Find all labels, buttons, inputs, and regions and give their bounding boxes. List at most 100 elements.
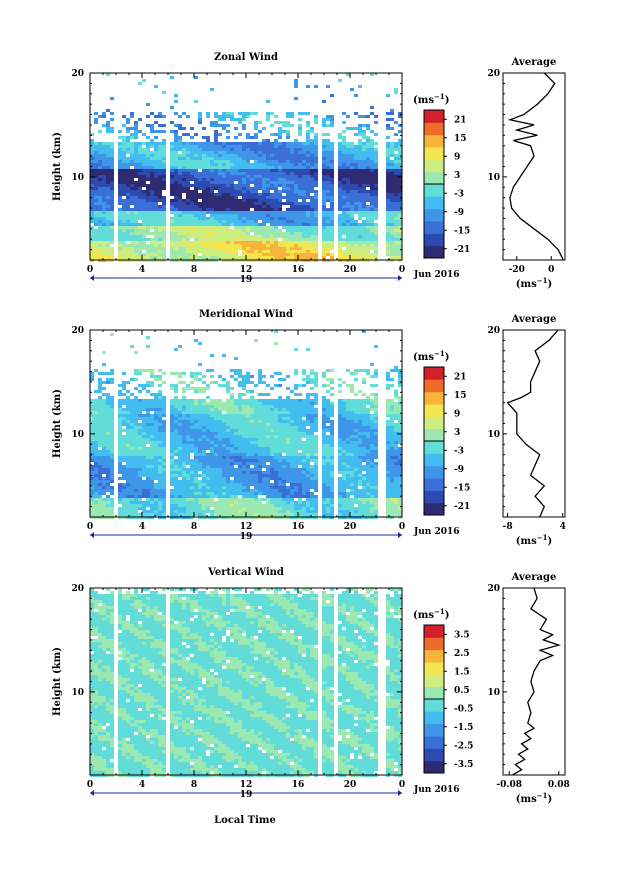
colorbar-segment [424, 637, 444, 651]
colorbar-segment [424, 699, 444, 712]
colorbar-tick-label: -9 [454, 465, 464, 475]
colorbar-unit: (ms−1) [413, 92, 449, 106]
colorbar-tick-label: 9 [454, 152, 460, 162]
x-tick-label: 16 [292, 265, 305, 275]
colorbar-segment [424, 441, 444, 454]
y-tick-label: 20 [71, 326, 84, 336]
colorbar-segment [424, 711, 444, 725]
profile-frame [502, 72, 566, 261]
colorbar-segment [424, 147, 444, 160]
colorbar-tick-label: 21 [454, 115, 467, 125]
average-profile: Average 20 10 -8 4 (ms−1) [487, 314, 565, 547]
day-label: 19 [240, 532, 253, 542]
y-tick-label: 20 [71, 69, 84, 79]
colorbar-segment [424, 391, 444, 405]
panel-meridional-wind: Meridional Wind 0 4 8 12 16 20 0 20 10 Height (km)… [52, 309, 566, 547]
colorbar-unit: (ms−1) [413, 607, 449, 621]
x-tick-label: 20 [344, 522, 357, 532]
profile-x-tick-label: -20 [509, 265, 525, 275]
x-tick-label: 0 [399, 522, 405, 532]
day-axis-arrow [90, 532, 94, 538]
colorbar-unit: (ms−1) [413, 349, 449, 363]
x-axis-title: Local Time [214, 815, 276, 826]
colorbar-tick-label: -21 [454, 245, 470, 255]
colorbar-segment [424, 748, 444, 762]
colorbar-segment [424, 465, 444, 479]
y-axis-label: Height (km) [52, 389, 63, 458]
day-axis-arrow [90, 790, 94, 796]
colorbar: 3.5 2.5 1.5 0.5 -0.5 -1.5 -2.5 -3.5 [423, 624, 473, 774]
colorbar: 21 15 9 3 -3 -9 -15 -21 [423, 109, 470, 259]
colorbar-tick-label: 21 [454, 372, 467, 382]
y-axis-label: Height (km) [52, 647, 63, 716]
x-tick-label: 4 [139, 265, 145, 275]
colorbar-segment [424, 502, 444, 516]
profile-y-tick-label: 20 [487, 69, 500, 79]
colorbar-segment [424, 723, 444, 737]
profile-title: Average [511, 57, 557, 68]
day-label: 19 [240, 790, 253, 800]
panel-title: Vertical Wind [207, 567, 284, 578]
colorbar-tick-label: 9 [454, 409, 460, 419]
colorbar-segment [424, 159, 444, 173]
day-axis-arrow [398, 532, 402, 538]
y-tick-label: 10 [71, 430, 84, 440]
colorbar-segment [424, 490, 444, 504]
x-tick-label: 4 [139, 522, 145, 532]
day-axis-arrow [90, 275, 94, 281]
date-label: Jun 2016 [413, 785, 460, 795]
profile-unit: (ms−1) [516, 276, 552, 290]
x-tick-label: 4 [139, 780, 145, 790]
profile-x-tick-label: 4 [560, 522, 566, 532]
colorbar-segment [424, 428, 444, 442]
x-tick-label: 20 [344, 265, 357, 275]
colorbar-segment [424, 736, 444, 749]
average-profile: Average 20 10 -20 0(ms−1) [487, 57, 566, 290]
x-tick-label: 0 [87, 780, 93, 790]
colorbar-segment [424, 134, 444, 148]
x-tick-label: 0 [87, 265, 93, 275]
profile-x-tick-label: 0 [548, 265, 554, 275]
profile-x-tick-label: 0.08 [548, 780, 570, 790]
colorbar-tick-label: -3 [454, 189, 464, 199]
profile-line [511, 587, 562, 776]
profile-title: Average [511, 314, 557, 325]
colorbar-segment [424, 367, 444, 380]
x-tick-label: 16 [292, 780, 305, 790]
x-tick-label: 12 [240, 265, 253, 275]
colorbar-segment [424, 221, 444, 234]
profile-y-tick-label: 20 [487, 326, 500, 336]
colorbar-segment [424, 478, 444, 491]
colorbar-tick-label: -9 [454, 208, 464, 218]
colorbar-tick-label: -15 [454, 226, 470, 236]
profile-x-tick-label: -8 [503, 522, 513, 532]
profile-y-tick-label: 20 [487, 584, 500, 594]
colorbar-segment [424, 196, 444, 210]
y-tick-label: 10 [71, 173, 84, 183]
colorbar-segment [424, 686, 444, 700]
colorbar-segment [424, 208, 444, 222]
x-tick-label: 8 [191, 265, 197, 275]
colorbar-segment [424, 649, 444, 663]
date-label: Jun 2016 [413, 527, 460, 537]
colorbar-tick-label: -1.5 [454, 723, 473, 733]
x-tick-label: 12 [240, 780, 253, 790]
colorbar-tick-label: 15 [454, 391, 467, 401]
colorbar-tick-label: -0.5 [454, 704, 473, 714]
profile-title: Average [511, 572, 557, 583]
colorbar-segment [424, 453, 444, 467]
profile-line [506, 329, 559, 518]
colorbar-tick-label: 0.5 [454, 686, 470, 696]
day-label: 19 [240, 275, 253, 285]
colorbar-tick-label: 3 [454, 171, 460, 181]
profile-unit: (ms−1) [516, 533, 552, 547]
panel-title: Meridional Wind [199, 309, 293, 320]
colorbar-tick-label: 15 [454, 134, 467, 144]
x-tick-label: 16 [292, 522, 305, 532]
colorbar-tick-label: 3.5 [454, 630, 470, 640]
colorbar-tick-label: -3 [454, 446, 464, 456]
date-label: Jun 2016 [413, 270, 460, 280]
x-tick-label: 12 [240, 522, 253, 532]
x-tick-label: 8 [191, 522, 197, 532]
